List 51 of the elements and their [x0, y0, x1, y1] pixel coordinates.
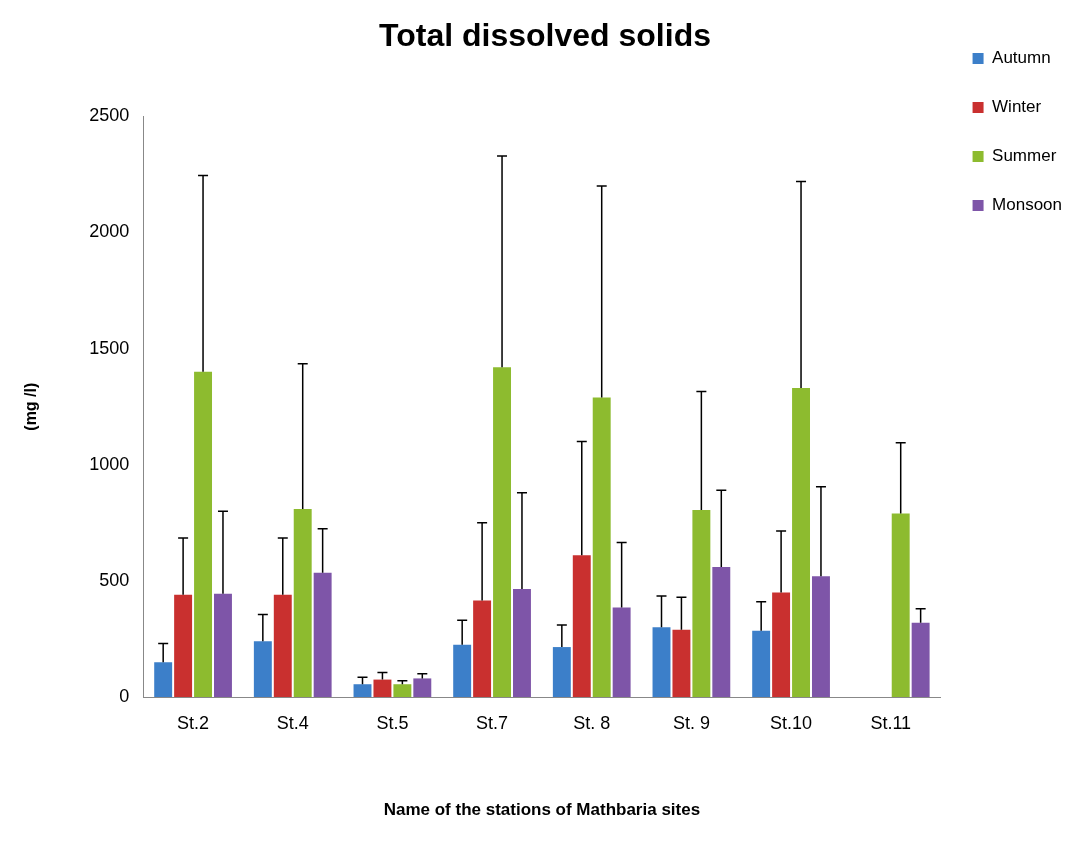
- x-tick-label: St.10: [770, 712, 813, 733]
- bar: [552, 647, 571, 697]
- chart-title: Total dissolved solids: [379, 17, 711, 54]
- bar: [652, 627, 671, 697]
- bar: [513, 589, 531, 697]
- bar: [154, 662, 173, 697]
- y-tick-label: 2500: [89, 105, 130, 126]
- bar: [592, 397, 611, 697]
- bar: [752, 630, 771, 697]
- bar: [194, 371, 213, 697]
- bar: [792, 388, 810, 697]
- bar: [353, 684, 372, 697]
- x-tick-label: St.7: [476, 712, 509, 733]
- bar: [692, 510, 711, 697]
- bar: [891, 513, 910, 697]
- bar: [473, 600, 492, 697]
- bar: [612, 607, 631, 697]
- bar: [214, 593, 232, 697]
- legend-label: Autumn: [992, 48, 1051, 68]
- bar: [672, 629, 691, 697]
- x-tick-label: St. 8: [573, 712, 611, 733]
- y-tick-label: 0: [119, 685, 130, 706]
- bar: [493, 367, 512, 697]
- x-tick-label: St.2: [177, 712, 210, 733]
- bar: [253, 641, 272, 697]
- x-tick-label: St. 9: [672, 712, 710, 733]
- legend-label: Summer: [992, 146, 1057, 166]
- x-tick-label: St.5: [376, 712, 409, 733]
- y-tick-label: 1000: [89, 453, 130, 474]
- x-axis-title: Name of the stations of Mathbaria sites: [383, 800, 701, 820]
- bar: [273, 594, 292, 697]
- bar: [712, 566, 731, 697]
- bar: [911, 622, 930, 697]
- x-tick-label: St.11: [870, 712, 912, 733]
- bar: [293, 508, 312, 697]
- y-tick-label: 500: [99, 569, 130, 590]
- bar: [313, 572, 332, 697]
- bar: [572, 555, 591, 697]
- y-tick-label: 1500: [89, 337, 130, 358]
- y-axis-title: (mg /l): [22, 382, 40, 431]
- bar: [812, 576, 830, 697]
- bar: [772, 592, 791, 697]
- bar: [393, 684, 412, 697]
- bar: [453, 644, 472, 697]
- bar: [373, 679, 392, 697]
- x-tick-label: St.4: [276, 712, 309, 733]
- legend-label: Monsoon: [992, 195, 1062, 215]
- bar: [174, 594, 193, 697]
- legend-label: Winter: [992, 97, 1042, 117]
- y-tick-label: 2000: [89, 221, 130, 242]
- bar: [413, 678, 432, 697]
